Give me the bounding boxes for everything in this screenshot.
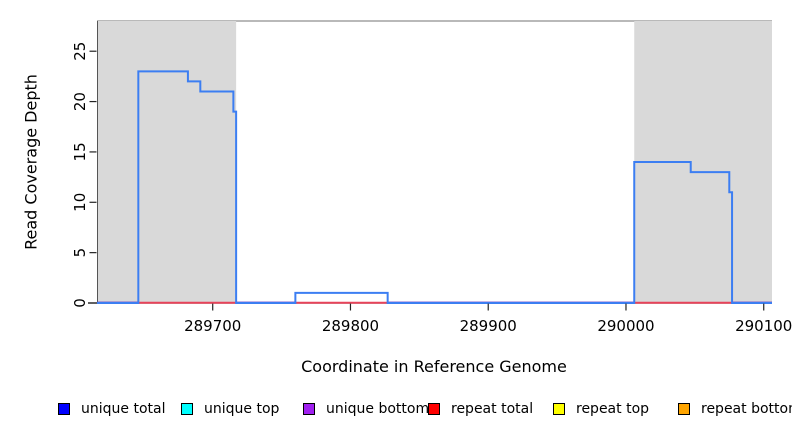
unique-top-swatch-icon	[181, 403, 193, 415]
legend-item-unique-bottom: unique bottom	[303, 401, 429, 417]
legend-item-unique-top: unique top	[181, 401, 279, 417]
y-tick-label: 10	[71, 193, 89, 212]
repeat-top-swatch-icon	[553, 403, 565, 415]
legend: unique total unique top unique bottom re…	[0, 401, 792, 423]
legend-item-repeat-top: repeat top	[553, 401, 649, 417]
shaded-region	[97, 21, 237, 302]
x-tick-label: 289900	[460, 317, 517, 335]
legend-item-unique-total: unique total	[58, 401, 165, 417]
y-tick-label: 20	[71, 92, 89, 111]
x-axis-title: Coordinate in Reference Genome	[301, 357, 567, 376]
x-tick-label: 290000	[597, 317, 654, 335]
legend-item-repeat-total: repeat total	[428, 401, 533, 417]
coverage-step-line	[97, 70, 772, 304]
y-tick-label: 15	[71, 142, 89, 161]
repeat-bottom-swatch-icon	[678, 403, 690, 415]
repeat-total-swatch-icon	[428, 403, 440, 415]
y-tick-label: 25	[71, 42, 89, 61]
x-tick-label: 289700	[184, 317, 241, 335]
x-axis-ticks: 289700 289800 289900 290000 290100	[184, 303, 792, 335]
y-axis-title: Read Coverage Depth	[22, 74, 41, 250]
y-tick-label: 0	[71, 298, 89, 308]
unique-total-swatch-icon	[58, 403, 70, 415]
y-tick-label: 5	[71, 248, 89, 258]
y-axis-ticks: 0 5 10 15 20 25	[71, 42, 97, 308]
x-tick-label: 290100	[735, 317, 792, 335]
x-tick-label: 289800	[322, 317, 379, 335]
legend-item-repeat-bottom: repeat bottom	[678, 401, 792, 417]
unique-bottom-swatch-icon	[303, 403, 315, 415]
